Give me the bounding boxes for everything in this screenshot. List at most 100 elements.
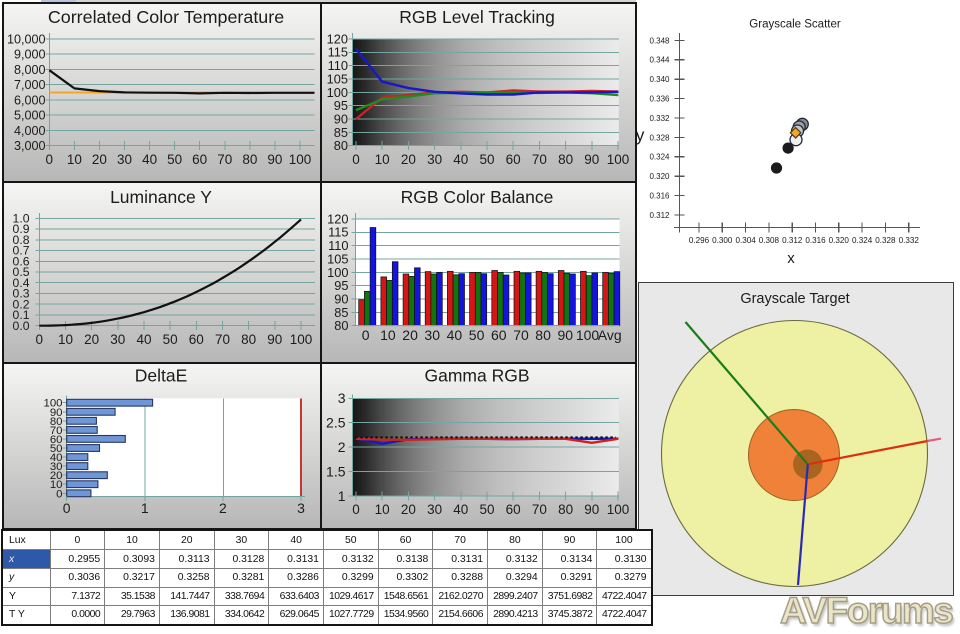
svg-text:20: 20 [50, 470, 63, 482]
svg-text:40: 40 [50, 452, 63, 464]
svg-text:80: 80 [50, 416, 63, 428]
svg-text:8,000: 8,000 [14, 63, 46, 77]
svg-text:105: 105 [327, 71, 348, 86]
svg-text:100: 100 [607, 152, 630, 167]
svg-text:20: 20 [84, 332, 99, 347]
svg-text:0.324: 0.324 [852, 236, 873, 245]
svg-text:70: 70 [532, 502, 547, 517]
svg-text:50: 50 [469, 327, 485, 343]
svg-text:50: 50 [479, 502, 494, 517]
svg-text:20: 20 [92, 152, 107, 167]
svg-text:40: 40 [136, 332, 151, 347]
svg-text:0.340: 0.340 [649, 75, 670, 84]
svg-text:0: 0 [352, 502, 360, 517]
svg-text:30: 30 [110, 332, 125, 347]
svg-text:0.296: 0.296 [689, 236, 710, 245]
svg-text:30: 30 [427, 152, 442, 167]
svg-text:60: 60 [50, 434, 63, 446]
svg-text:0.7: 0.7 [13, 244, 30, 258]
svg-text:7,000: 7,000 [14, 78, 46, 92]
svg-text:60: 60 [506, 502, 521, 517]
svg-text:40: 40 [142, 152, 157, 167]
svg-text:120: 120 [327, 211, 348, 226]
svg-text:0.3: 0.3 [13, 287, 30, 301]
svg-text:80: 80 [535, 327, 551, 343]
svg-text:30: 30 [50, 461, 63, 473]
svg-text:Correlated Color Temperature: Correlated Color Temperature [48, 7, 284, 27]
svg-text:0.348: 0.348 [649, 36, 670, 45]
svg-text:100: 100 [327, 265, 348, 280]
svg-text:Luminance Y: Luminance Y [110, 187, 212, 207]
svg-text:70: 70 [50, 425, 63, 437]
svg-text:10: 10 [380, 327, 396, 343]
svg-text:0.324: 0.324 [649, 153, 670, 162]
svg-text:115: 115 [328, 225, 348, 240]
svg-text:90: 90 [334, 291, 348, 306]
svg-text:3: 3 [297, 500, 305, 516]
svg-text:100: 100 [290, 332, 313, 347]
svg-text:85: 85 [334, 125, 348, 140]
svg-text:80: 80 [241, 332, 256, 347]
svg-text:80: 80 [334, 318, 348, 333]
svg-text:3: 3 [338, 390, 346, 406]
svg-text:90: 90 [584, 152, 599, 167]
svg-text:100: 100 [576, 327, 600, 343]
svg-text:95: 95 [334, 278, 348, 293]
svg-text:100: 100 [607, 502, 630, 517]
svg-text:60: 60 [192, 152, 207, 167]
svg-text:85: 85 [334, 305, 348, 320]
svg-text:0.6: 0.6 [13, 255, 30, 269]
svg-text:10: 10 [375, 502, 390, 517]
svg-text:40: 40 [453, 152, 468, 167]
svg-text:0.320: 0.320 [649, 172, 670, 181]
svg-text:100: 100 [289, 152, 312, 167]
svg-text:x: x [787, 250, 795, 267]
svg-text:0.344: 0.344 [649, 56, 670, 65]
svg-text:60: 60 [506, 152, 521, 167]
svg-text:10: 10 [375, 152, 390, 167]
svg-text:90: 90 [558, 327, 574, 343]
svg-text:40: 40 [447, 327, 463, 343]
svg-text:0.316: 0.316 [649, 192, 670, 201]
svg-text:10,000: 10,000 [7, 32, 46, 46]
svg-text:1: 1 [338, 488, 346, 504]
svg-text:0.308: 0.308 [759, 236, 780, 245]
svg-text:Gamma RGB: Gamma RGB [424, 366, 529, 386]
svg-text:120: 120 [327, 31, 348, 46]
svg-text:0.4: 0.4 [13, 276, 30, 290]
svg-text:30: 30 [424, 327, 440, 343]
svg-text:90: 90 [334, 111, 348, 126]
svg-text:90: 90 [50, 407, 63, 419]
svg-text:DeltaE: DeltaE [135, 366, 188, 386]
svg-text:2.5: 2.5 [326, 415, 346, 431]
svg-text:6,000: 6,000 [14, 93, 46, 107]
svg-text:0.332: 0.332 [899, 236, 920, 245]
svg-text:70: 70 [513, 327, 529, 343]
svg-text:70: 70 [215, 332, 230, 347]
svg-text:20: 20 [402, 327, 418, 343]
svg-text:0.8: 0.8 [13, 233, 30, 247]
svg-text:110: 110 [328, 58, 348, 73]
svg-text:40: 40 [453, 502, 468, 517]
svg-text:50: 50 [167, 152, 182, 167]
svg-text:90: 90 [267, 152, 282, 167]
svg-text:0.336: 0.336 [649, 95, 670, 104]
svg-text:80: 80 [334, 138, 348, 153]
svg-text:Avg: Avg [598, 327, 622, 343]
svg-text:80: 80 [558, 152, 573, 167]
svg-text:70: 70 [217, 152, 232, 167]
svg-text:70: 70 [532, 152, 547, 167]
svg-text:100: 100 [327, 85, 348, 100]
svg-text:0.2: 0.2 [13, 297, 30, 311]
svg-text:0: 0 [352, 152, 360, 167]
svg-text:0.328: 0.328 [649, 133, 670, 142]
svg-text:50: 50 [479, 152, 494, 167]
svg-text:0.5: 0.5 [13, 265, 30, 279]
svg-text:1: 1 [141, 500, 149, 516]
svg-text:95: 95 [334, 98, 348, 113]
svg-text:30: 30 [117, 152, 132, 167]
svg-text:Grayscale Target: Grayscale Target [740, 291, 849, 307]
svg-text:0.312: 0.312 [649, 211, 670, 220]
svg-text:0.304: 0.304 [735, 236, 756, 245]
svg-text:60: 60 [189, 332, 204, 347]
